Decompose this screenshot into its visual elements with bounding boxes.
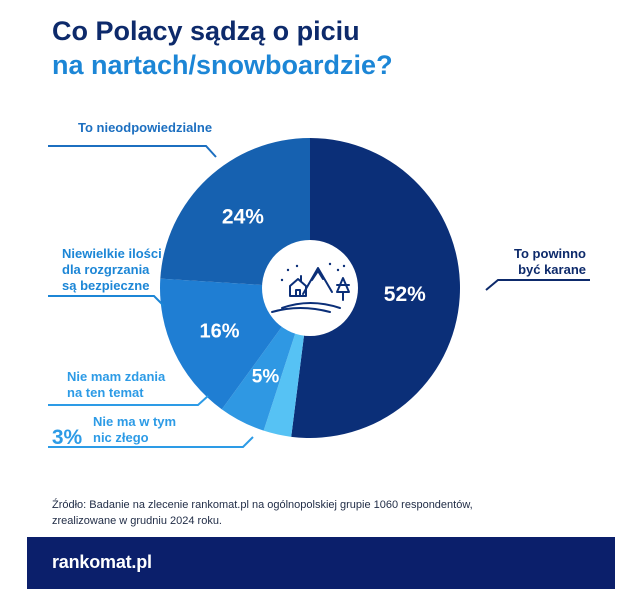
title-line-2: na nartach/snowboardzie? <box>52 50 393 80</box>
mountain-cabin-icon <box>271 267 350 313</box>
slice-category-label: Nie mam zdania na ten temat <box>67 369 166 400</box>
leader-line <box>48 395 209 406</box>
slice-value-label: 5% <box>252 366 280 387</box>
leader-lines <box>48 145 590 448</box>
slice-category-label: To nieodpowiedzialne <box>78 120 212 135</box>
pie-slice-4 <box>160 138 310 288</box>
leader-line <box>48 295 165 307</box>
leader-line <box>48 436 254 448</box>
donut-chart: 52% To powinno być karane 3% Nie ma w tym nic… <box>48 120 590 449</box>
slice-category-label: Nie ma w tym nic złego <box>93 414 176 445</box>
slice-category-label: To powinno być karane <box>514 246 586 277</box>
donut-slices <box>160 138 461 438</box>
source-note: Źródło: Badanie na zlecenie rankomat.pl … <box>52 499 473 527</box>
slice-labels: 52% To powinno być karane 3% Nie ma w tym nic… <box>52 120 586 449</box>
rankomat-logo: rankomat.pl <box>52 552 152 572</box>
leader-line <box>485 279 590 291</box>
footer-bar: rankomat.pl <box>27 537 615 589</box>
slice-value-label: 52% <box>384 283 426 306</box>
slice-value-label: 24% <box>222 206 264 229</box>
slice-value-label: 16% <box>200 321 240 343</box>
slice-value-label: 3% <box>52 426 83 449</box>
title-line-1: Co Polacy sądzą o piciu <box>52 16 360 46</box>
page-title: Co Polacy sądzą o piciu na nartach/snowb… <box>52 14 393 82</box>
snowflake-dots <box>280 262 346 282</box>
donut-center <box>262 240 358 336</box>
pie-slice-0 <box>291 138 461 438</box>
leader-line <box>48 145 217 158</box>
slice-category-label: Niewielkie ilości dla rozgrzania są bezpie… <box>62 246 162 293</box>
